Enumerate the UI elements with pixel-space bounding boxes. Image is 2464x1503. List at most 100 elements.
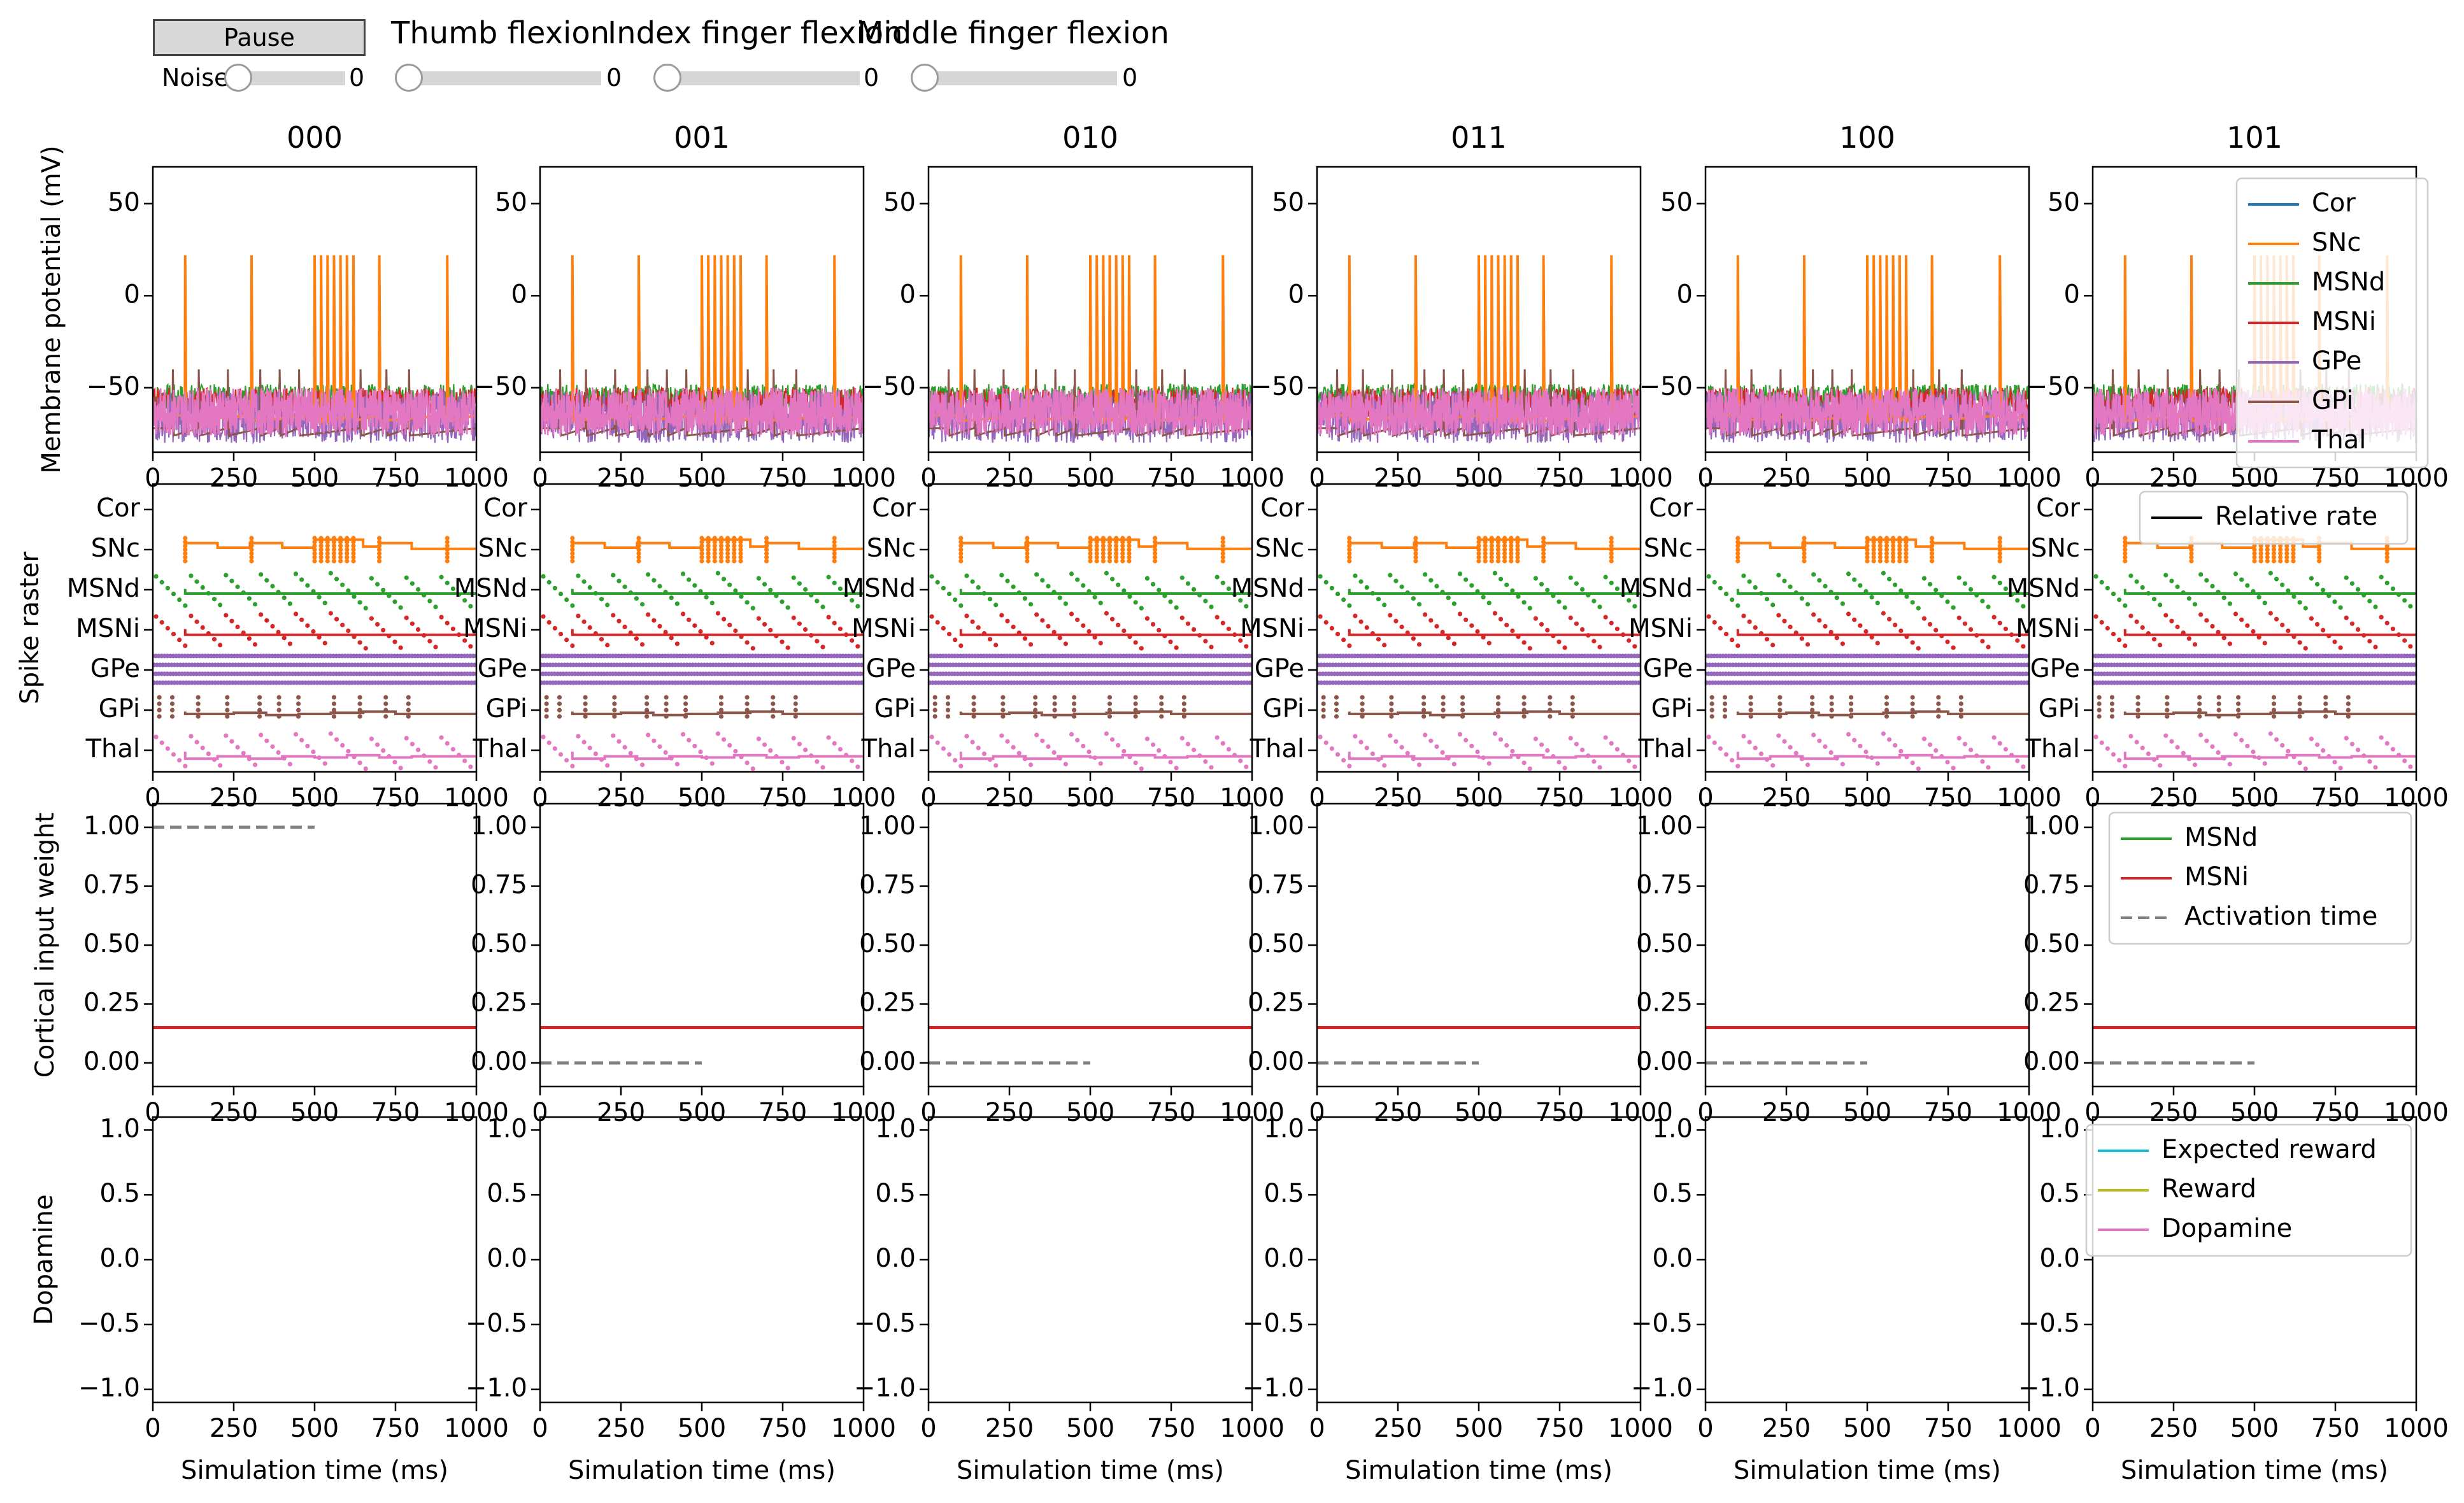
spike-SNc [2189,559,2194,564]
x-tick-label: 250 [1374,783,1422,813]
spike-GPi [664,695,669,700]
spike-Thal [2303,766,2308,771]
spike-MSNd [1834,595,1839,601]
spike-Thal [1081,743,1086,748]
spike-MSNi [1098,641,1103,646]
spike-MSNi [2233,611,2239,616]
pause-button[interactable]: Pause [153,19,366,56]
y-tick-label: Cor [1649,494,1693,523]
spike-Thal [1005,739,1010,744]
spike-SNc [1220,555,1225,560]
spike-MSNd [576,573,581,578]
spike-MSNi [1991,615,1997,620]
spike-Thal [1382,763,1387,768]
spike-Thal [1475,749,1480,755]
spike-MSNi [1116,622,1121,627]
spike-MSNd [334,576,339,581]
spike-Thal [2268,731,2273,736]
index-finger-flexion-slider-knob[interactable] [653,64,681,92]
x-tick-label: 250 [1374,464,1422,493]
spike-SNc [2252,559,2257,564]
spike-SNc [738,559,743,564]
spike-MSNi [1335,631,1341,637]
spike-Thal [1214,735,1220,740]
spike-SNc [1897,559,1902,564]
spike-MSNi [1828,629,1834,635]
spike-Thal [1104,731,1109,736]
spike-MSNi [1609,620,1614,625]
spike-SNc [832,536,837,541]
spike-SNc [318,551,324,556]
spike-GPi [1884,701,1890,706]
spike-MSNd [450,586,456,592]
trace-GPi [929,369,1252,438]
spike-GPi [683,708,688,713]
spike-MSNi [1869,635,1874,640]
spike-MSNd [1174,605,1179,610]
noise-slider-knob[interactable] [224,64,252,92]
spike-Thal [733,748,738,754]
spike-SNc [318,543,324,548]
spike-Thal [293,732,299,737]
spike-MSNd [1627,598,1632,603]
y-tick-label: 0.75 [859,871,916,900]
spike-Thal [1521,760,1527,766]
spike-GPi [1360,714,1365,719]
spike-SNc [1483,543,1488,548]
spike-Thal [1028,762,1034,767]
spike-SNc [2278,551,2283,556]
spike-GPi [1460,695,1465,700]
spike-MSNd [2291,594,2297,599]
index-finger-flexion-slider-track[interactable] [667,71,860,85]
x-axis: 0 250 500 750 1000 [920,452,1285,493]
middle-finger-flexion-slider-knob[interactable] [911,64,939,92]
spike-MSNi [177,638,182,643]
spike-Thal [1323,740,1328,745]
spike-SNc [445,543,450,548]
rate-SNc [571,538,864,552]
spike-Thal [153,734,159,739]
x-tick-label: 750 [2311,783,2360,813]
spike-Thal [1568,736,1573,741]
spike-MSNd [2128,573,2133,578]
middle-finger-flexion-slider-track[interactable] [925,71,1117,85]
x-tick-label: 750 [758,1098,807,1127]
spike-GPi [1521,708,1527,713]
trace-SNc [1317,255,1641,424]
spike-MSNi [392,639,397,645]
spike-MSNi [1376,637,1381,642]
spike-MSNi [1956,615,1962,620]
spike-SNc [1502,551,1507,556]
spike-MSNi [1858,623,1863,628]
x-tick-label: 750 [758,783,807,813]
spike-GPi [1748,701,1753,706]
spike-Thal [1597,765,1602,770]
spike-MSNi [1627,638,1632,643]
spike-SNc [1541,555,1546,560]
spike-MSNd [622,584,627,589]
spike-MSNi [1927,622,1933,627]
spike-MSNd [2268,571,2273,576]
spike-MSNd [1133,600,1138,605]
spike-MSNi [363,646,368,651]
spike-SNc [718,547,724,552]
spike-GPi [406,714,411,719]
spike-SNc [1220,543,1225,548]
spike-GPi [793,714,798,719]
spike-MSNd [1840,601,1845,606]
spike-MSNi [1092,635,1097,640]
spike-GPi [1321,708,1326,713]
spike-SNc [1107,543,1113,548]
spike-MSNd [2169,578,2174,583]
spike-MSNd [1481,595,1486,600]
spike-MSNi [815,639,820,644]
spike-MSNi [780,639,785,645]
y-tick-label: SNc [1255,534,1304,563]
column-title: 100 [1839,120,1895,155]
spike-Thal [744,760,750,766]
spike-SNc [1871,547,1876,552]
thumb-flexion-slider-track[interactable] [409,71,601,85]
spike-MSNd [2332,599,2337,604]
thumb-flexion-slider-knob[interactable] [395,64,423,92]
noise-slider-track[interactable] [237,71,345,85]
